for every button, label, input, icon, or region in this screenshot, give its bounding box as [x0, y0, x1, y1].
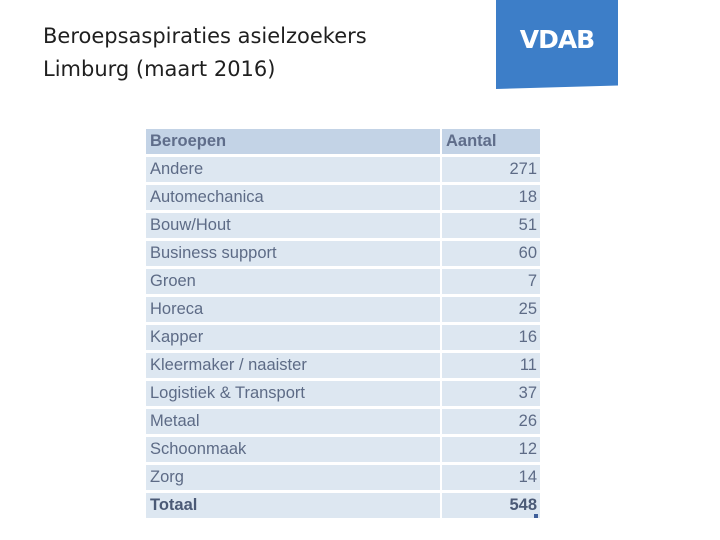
table-row: Zorg 14	[146, 465, 540, 490]
vdab-logo-text: VDAB	[519, 25, 596, 54]
table-total-row: Totaal 548	[146, 493, 540, 518]
row-count: 18	[442, 185, 540, 210]
table-header-row: Beroepen Aantal	[146, 129, 540, 154]
row-count: 11	[442, 353, 540, 378]
table-row: Kapper 16	[146, 325, 540, 350]
slide-title: Beroepsaspiraties asielzoekers Limburg (…	[43, 20, 367, 86]
table-row: Logistiek & Transport 37	[146, 381, 540, 406]
row-name: Kleermaker / naaister	[146, 353, 440, 378]
row-count: 37	[442, 381, 540, 406]
table-row: Andere 271	[146, 157, 540, 182]
row-name: Business support	[146, 241, 440, 266]
row-name: Groen	[146, 269, 440, 294]
total-label: Totaal	[146, 493, 440, 518]
row-count: 14	[442, 465, 540, 490]
occupations-table: Beroepen Aantal Andere 271 Automechanica…	[144, 126, 542, 521]
row-count: 25	[442, 297, 540, 322]
header-count: Aantal	[442, 129, 540, 154]
slide-title-line-1: Beroepsaspiraties asielzoekers	[43, 24, 367, 48]
table-row: Automechanica 18	[146, 185, 540, 210]
row-name: Andere	[146, 157, 440, 182]
row-name: Zorg	[146, 465, 440, 490]
row-count: 51	[442, 213, 540, 238]
table-row: Business support 60	[146, 241, 540, 266]
row-name: Kapper	[146, 325, 440, 350]
row-count: 60	[442, 241, 540, 266]
row-count: 7	[442, 269, 540, 294]
row-name: Automechanica	[146, 185, 440, 210]
row-name: Bouw/Hout	[146, 213, 440, 238]
row-count: 12	[442, 437, 540, 462]
table-row: Metaal 26	[146, 409, 540, 434]
row-count: 16	[442, 325, 540, 350]
table-row: Groen 7	[146, 269, 540, 294]
row-name: Logistiek & Transport	[146, 381, 440, 406]
table-row: Horeca 25	[146, 297, 540, 322]
table-corner-marker	[534, 514, 538, 518]
row-name: Schoonmaak	[146, 437, 440, 462]
total-count: 548	[442, 493, 540, 518]
row-count: 26	[442, 409, 540, 434]
table-row: Schoonmaak 12	[146, 437, 540, 462]
table-row: Kleermaker / naaister 11	[146, 353, 540, 378]
row-name: Horeca	[146, 297, 440, 322]
vdab-logo: VDAB	[496, 0, 618, 89]
row-name: Metaal	[146, 409, 440, 434]
header-occupations: Beroepen	[146, 129, 440, 154]
slide-title-line-2: Limburg (maart 2016)	[43, 57, 276, 81]
table-row: Bouw/Hout 51	[146, 213, 540, 238]
row-count: 271	[442, 157, 540, 182]
